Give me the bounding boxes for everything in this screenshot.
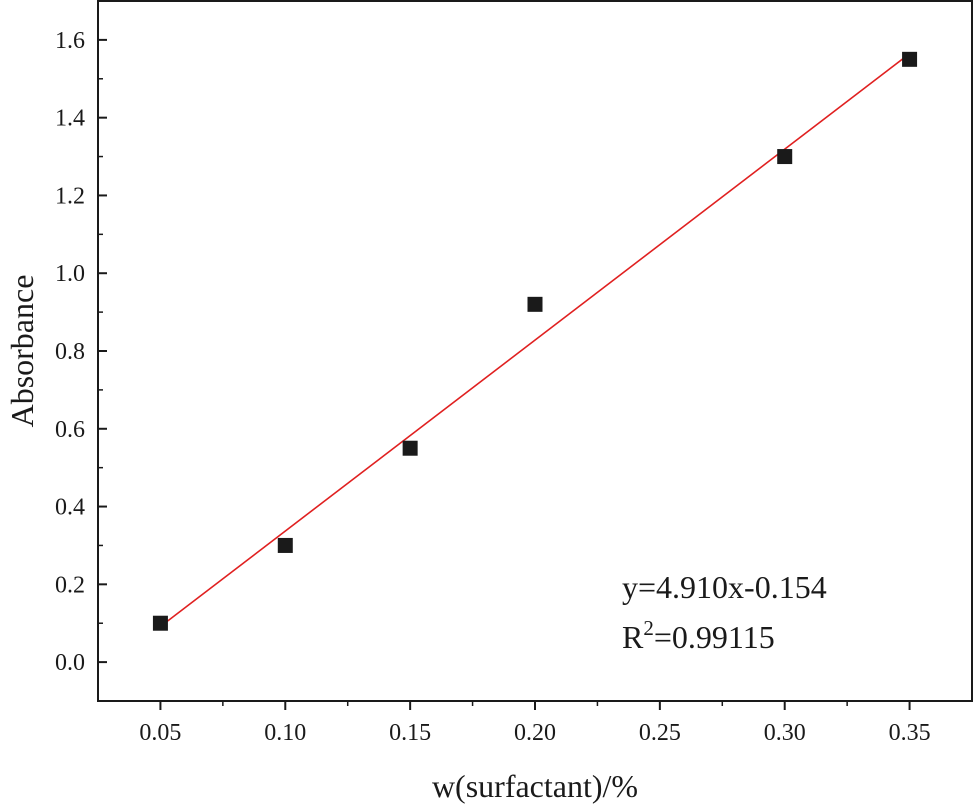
data-point <box>402 440 418 456</box>
fit-equation: y=4.910x-0.154 <box>622 569 827 605</box>
y-tick-label: 0.2 <box>55 572 85 598</box>
data-point <box>152 615 168 631</box>
y-tick-label: 1.4 <box>55 106 85 132</box>
data-point <box>902 51 918 67</box>
x-tick-label: 0.15 <box>389 720 431 746</box>
x-tick-label: 0.10 <box>264 720 306 746</box>
x-tick-label: 0.35 <box>889 720 931 746</box>
y-tick-label: 0.0 <box>55 650 85 676</box>
x-tick-label: 0.30 <box>764 720 806 746</box>
x-axis-tick-labels: 0.05 0.10 0.15 0.20 0.25 0.30 0.35 <box>139 720 930 746</box>
x-axis-ticks <box>159 701 911 710</box>
x-tick-label: 0.25 <box>639 720 681 746</box>
y-axis-title: Absorbance <box>4 275 40 428</box>
r-squared-superscript: 2 <box>643 616 654 640</box>
data-point <box>277 537 293 553</box>
data-points <box>152 51 918 631</box>
x-axis-title: w(surfactant)/% <box>432 768 638 804</box>
y-tick-label: 1.6 <box>55 28 85 54</box>
r-squared-base: R <box>622 619 644 655</box>
y-tick-label: 0.8 <box>55 339 85 365</box>
y-tick-label: 1.0 <box>55 261 85 287</box>
data-point <box>777 149 793 165</box>
y-axis-tick-labels: 0.0 0.2 0.4 0.6 0.8 1.0 1.2 1.4 1.6 <box>55 28 85 676</box>
r-squared-label: R2=0.99115 <box>622 616 775 655</box>
fit-line <box>159 53 911 628</box>
r-squared-value: =0.99115 <box>654 619 775 655</box>
data-point <box>527 296 543 312</box>
x-tick-label: 0.05 <box>139 720 181 746</box>
y-tick-label: 0.4 <box>55 495 85 521</box>
y-tick-label: 1.2 <box>55 183 85 209</box>
y-axis-ticks <box>98 38 107 664</box>
x-tick-label: 0.20 <box>514 720 556 746</box>
y-tick-label: 0.6 <box>55 417 85 443</box>
